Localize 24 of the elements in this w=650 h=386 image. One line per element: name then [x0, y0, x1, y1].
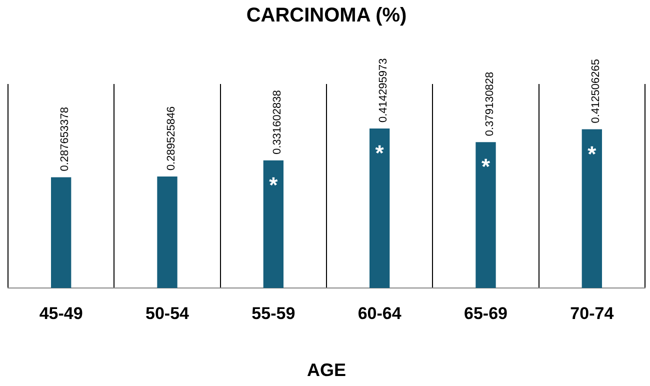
annotation: * [588, 141, 597, 166]
bar [370, 128, 390, 288]
data-label: 0.412506265 [590, 58, 602, 124]
annotation: * [269, 172, 278, 198]
x-tick-label: 60-64 [358, 304, 402, 323]
x-tick-label: 45-49 [39, 304, 83, 323]
data-label: 0.331602838 [271, 90, 284, 154]
bar [582, 129, 602, 288]
data-label: 0.414295973 [378, 58, 390, 123]
annotation: * [481, 154, 490, 180]
data-label: 0.379130828 [484, 72, 496, 136]
bar [157, 176, 178, 288]
bar [263, 160, 284, 288]
bar [476, 142, 496, 288]
data-label: 0.289525846 [165, 106, 178, 171]
x-axis-title: AGE [306, 360, 346, 380]
x-tick-label: 70-74 [570, 304, 614, 323]
x-tick-label: 50-54 [146, 304, 190, 323]
x-tick-label: 65-69 [464, 304, 508, 323]
data-label: 0.287653378 [59, 107, 72, 172]
x-tick-label: 55-59 [252, 304, 296, 323]
bar [51, 177, 72, 288]
chart-title: CARCINOMA (%) [246, 4, 407, 27]
annotation: * [375, 140, 384, 166]
